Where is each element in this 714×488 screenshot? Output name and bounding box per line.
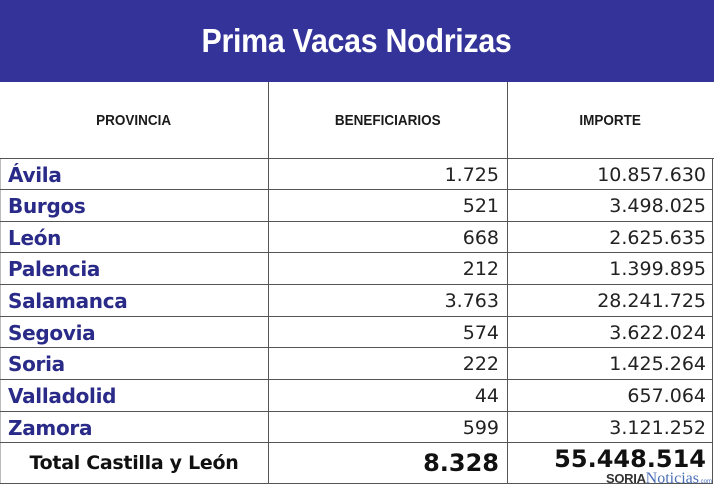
beneficiarios-value: 521 — [462, 194, 499, 217]
watermark-com: .com — [698, 479, 712, 485]
beneficiarios-value: 212 — [462, 257, 499, 280]
beneficiarios-value: 222 — [462, 352, 499, 375]
province-name: Palencia — [8, 256, 101, 281]
province-name: León — [8, 225, 62, 250]
importe-value: 2.625.635 — [609, 226, 706, 249]
title-banner: Prima Vacas Nodrizas — [0, 0, 714, 82]
column-header-provincia: PROVINCIA — [96, 111, 172, 129]
province-name: Segovia — [8, 320, 96, 345]
beneficiarios-value: 3.763 — [444, 289, 499, 312]
importe-value: 1.425.264 — [609, 352, 706, 375]
watermark-noticias: Noticias — [645, 470, 699, 487]
total-importe: 55.448.514 — [554, 445, 706, 473]
row-divider — [0, 442, 713, 443]
watermark-soria: SORIA — [605, 471, 646, 486]
importe-value: 657.064 — [627, 384, 706, 407]
row-divider — [0, 411, 713, 412]
province-name: Ávila — [8, 162, 62, 187]
importe-value: 3.498.025 — [609, 194, 706, 217]
importe-value: 1.399.895 — [609, 257, 706, 280]
beneficiarios-value: 668 — [462, 226, 499, 249]
province-name: Valladolid — [8, 383, 117, 408]
row-divider — [0, 284, 713, 285]
province-name: Salamanca — [8, 288, 128, 313]
importe-value: 10.857.630 — [597, 163, 706, 186]
total-label: Total Castilla y León — [29, 452, 239, 474]
row-divider — [0, 379, 713, 380]
table-bottom-border — [0, 483, 713, 484]
row-divider — [0, 252, 713, 253]
row-divider — [0, 347, 713, 348]
column-header-importe: IMPORTE — [579, 111, 642, 129]
beneficiarios-value: 599 — [462, 416, 499, 439]
column-divider — [507, 82, 508, 484]
province-name: Zamora — [8, 415, 93, 440]
beneficiarios-value: 1.725 — [444, 163, 499, 186]
importe-value: 28.241.725 — [597, 289, 706, 312]
watermark-logo: SORIA Noticias .com — [605, 470, 712, 487]
page-title: Prima Vacas Nodrizas — [201, 22, 513, 59]
province-name: Soria — [8, 351, 65, 376]
column-divider — [268, 82, 269, 484]
beneficiarios-value: 574 — [462, 321, 499, 344]
row-divider — [0, 189, 713, 190]
importe-value: 3.622.024 — [609, 321, 706, 344]
importe-value: 3.121.252 — [609, 416, 706, 439]
table-right-border — [712, 158, 713, 484]
column-header-beneficiarios: BENEFICIARIOS — [334, 111, 441, 129]
beneficiarios-value: 44 — [474, 384, 499, 407]
row-divider — [0, 158, 714, 159]
total-beneficiarios: 8.328 — [423, 449, 499, 477]
province-name: Burgos — [8, 193, 86, 218]
row-divider — [0, 316, 713, 317]
table-left-border — [0, 158, 1, 484]
row-divider — [0, 221, 713, 222]
